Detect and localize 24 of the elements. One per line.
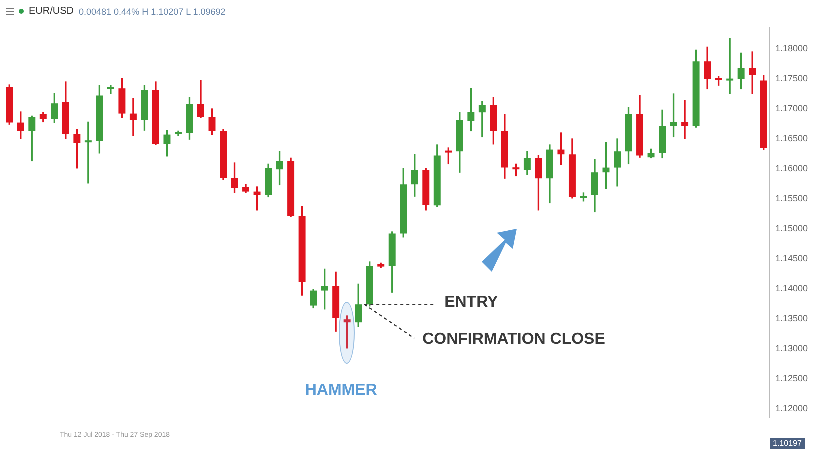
y-tick-label: 1.17000: [775, 103, 808, 114]
y-tick-label: 1.14000: [775, 283, 808, 294]
annotation: CONFIRMATION CLOSE: [422, 330, 606, 349]
candlestick: [682, 100, 689, 140]
y-tick-label: 1.17500: [775, 73, 808, 84]
candlestick: [107, 85, 114, 94]
chart-title: EUR/USD: [29, 6, 74, 17]
y-tick-label: 1.13000: [775, 343, 808, 354]
y-tick-label: 1.15000: [775, 223, 808, 234]
text: 1.10197: [770, 438, 805, 449]
y-tick-label: 1.13500: [775, 313, 808, 324]
y-tick-label: 1.12000: [775, 403, 808, 414]
y-tick-label: 1.12500: [775, 373, 808, 384]
annotation: HAMMER: [305, 382, 378, 400]
y-tick-label: 1.16000: [775, 163, 808, 174]
y-tick-label: 1.18000: [775, 43, 808, 54]
annotation: ENTRY: [444, 294, 498, 312]
chart-subtitle: 0.00481 0.44% H 1.10207 L 1.09692: [79, 6, 226, 16]
candlestick: [84, 122, 92, 184]
y-tick-label: 1.15500: [775, 193, 808, 204]
candlestick: [726, 38, 734, 94]
candlestick: [130, 98, 137, 136]
y-tick-label: 1.16500: [775, 133, 808, 144]
y-tick-label: 1.14500: [775, 253, 808, 264]
